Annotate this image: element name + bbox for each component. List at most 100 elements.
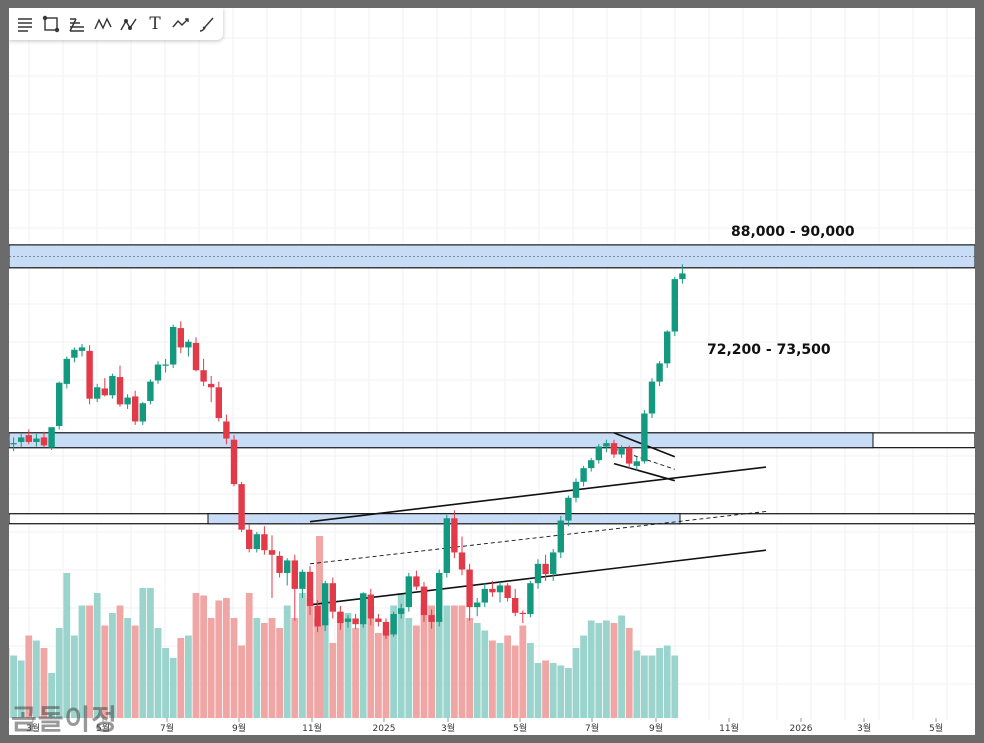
x-tick-label: 5월 <box>513 722 527 734</box>
volume-bar <box>618 615 625 718</box>
lower-zone-label: 72,200 - 73,500 <box>707 342 831 358</box>
candle-body <box>656 363 663 382</box>
candle-body <box>322 583 329 626</box>
candle-body <box>451 518 458 553</box>
volume-bar <box>542 660 549 718</box>
volume-bar <box>169 658 177 718</box>
x-tick-label: 5월 <box>929 722 943 734</box>
volume-bar <box>25 635 33 718</box>
candle-body <box>192 342 200 371</box>
candle-body <box>557 520 564 553</box>
volume-bar <box>451 605 458 718</box>
volume-bar <box>565 668 572 718</box>
volume-bar <box>610 623 618 718</box>
abc-pattern-tool[interactable] <box>117 12 141 36</box>
candle-body <box>618 447 625 455</box>
candle-body <box>200 370 207 382</box>
watermark: 곰돌이정 <box>11 703 119 735</box>
horizontal-lines-tool[interactable] <box>13 12 37 36</box>
volume-bar <box>10 655 17 718</box>
volume-bar <box>33 640 40 718</box>
volume-bar <box>154 628 162 718</box>
text-icon: T <box>149 14 161 34</box>
volume-bar <box>86 605 93 718</box>
volume-bar <box>382 630 390 718</box>
drawing-toolbar: T <box>9 8 223 40</box>
candle-body <box>253 534 260 550</box>
brush-icon <box>199 17 214 32</box>
candle-body <box>489 588 496 593</box>
candle-body <box>246 529 253 550</box>
candle-body <box>466 569 473 608</box>
brush-tool[interactable] <box>195 12 219 36</box>
volume-bar <box>101 625 109 718</box>
candle-body <box>398 608 405 614</box>
fib-tool[interactable] <box>65 12 89 36</box>
volume-bar <box>648 655 656 718</box>
volume-bar <box>473 623 481 718</box>
candle-body <box>565 497 572 521</box>
rectangle-tool[interactable] <box>39 12 63 36</box>
pattern-tool[interactable] <box>91 12 115 36</box>
volume-bar <box>71 635 78 718</box>
x-tick-label: 11월 <box>302 722 322 734</box>
volume-bar <box>329 643 337 718</box>
candle-body <box>443 518 450 573</box>
candle-body <box>223 421 230 439</box>
candle-body <box>94 387 101 399</box>
candle-body <box>588 460 595 469</box>
channel-upper-line <box>309 466 767 523</box>
volume-bar <box>435 618 443 718</box>
x-tick-label: 3월 <box>441 722 455 734</box>
candle-body <box>603 443 610 447</box>
volume-bar <box>671 655 679 718</box>
volume-bar <box>230 618 238 718</box>
candle-body <box>534 563 542 584</box>
volume-bar <box>572 648 580 718</box>
candle-body <box>504 585 511 598</box>
volume-bar <box>238 645 245 718</box>
candlestick-chart[interactable]: 3월 5월 7월 9월 11월 2025 3월 5월 7월 9월 11월 2026 3월 5월 <box>9 8 975 735</box>
candle-body <box>276 555 283 573</box>
candle-body <box>527 583 534 614</box>
volume-bar <box>458 605 466 718</box>
candle-body <box>542 563 549 575</box>
volume-bar <box>147 588 154 718</box>
text-tool[interactable]: T <box>143 12 167 36</box>
volume-bar <box>511 645 519 718</box>
candle-body <box>299 571 306 589</box>
candle-body <box>382 621 390 636</box>
candle-body <box>154 364 162 381</box>
candle-body <box>109 375 116 396</box>
candle-body <box>261 534 268 551</box>
volume-bar <box>633 650 641 718</box>
volume-bar <box>534 663 542 718</box>
volume-bar <box>428 605 435 718</box>
volume-bar <box>131 625 139 718</box>
candle-body <box>512 598 519 613</box>
volume-bar <box>397 593 405 718</box>
trend-tool[interactable] <box>169 12 193 36</box>
volume-bar <box>192 593 200 718</box>
candle-body <box>185 341 192 348</box>
zone-fill-2 <box>9 432 874 449</box>
volume-bar <box>367 618 375 718</box>
volume-bar <box>40 648 48 718</box>
candle-body <box>170 326 177 365</box>
volume-bar <box>116 605 124 718</box>
volume-bar <box>587 620 595 718</box>
volume-bar <box>245 593 253 718</box>
volume-bar <box>337 613 344 718</box>
chart-frame: 3월 5월 7월 9월 11월 2025 3월 5월 7월 9월 11월 2026 3월 5월 T 88,… <box>9 8 975 735</box>
candle-body <box>56 382 63 427</box>
volume-bar <box>527 643 534 718</box>
volume-bar <box>420 605 428 718</box>
candle-body <box>367 594 374 619</box>
volume-bar <box>291 618 299 718</box>
candle-body <box>436 572 443 622</box>
candle-body <box>215 387 222 419</box>
candle-body <box>78 347 86 351</box>
volume-spike-bar <box>316 536 323 718</box>
candle-body <box>291 560 298 589</box>
trend-icon <box>172 18 189 28</box>
